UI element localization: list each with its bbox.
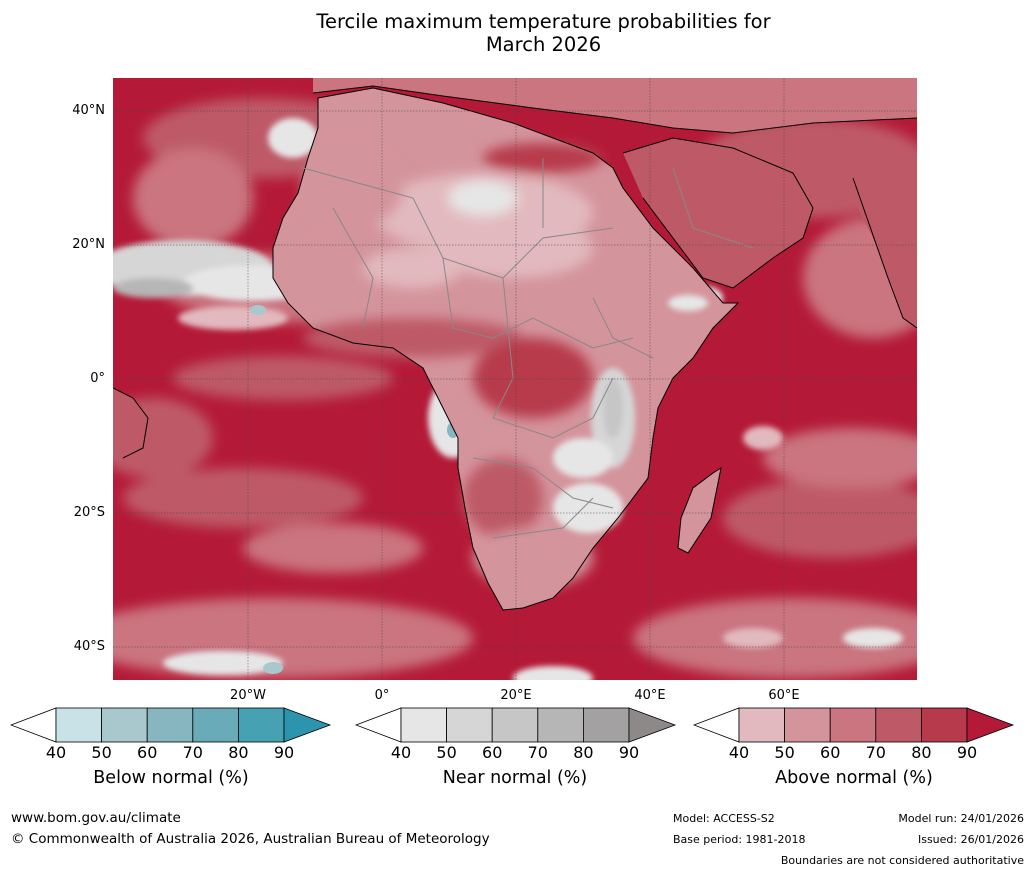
- below-extend-high: [283, 707, 332, 743]
- near-tick-80: 80: [573, 743, 594, 762]
- near-bin-4: [537, 707, 584, 743]
- india-land: [853, 158, 917, 328]
- footer-issued: Issued: 26/01/2026: [917, 833, 1024, 846]
- footer-copyright: © Commonwealth of Australia 2026, Austra…: [11, 831, 490, 847]
- below-bin-4: [192, 707, 239, 743]
- below-tick-90: 90: [273, 743, 295, 762]
- colorbar-below: [10, 706, 332, 744]
- lon-label-60e: 60°E: [768, 688, 800, 703]
- footer-model: Model: ACCESS-S2: [673, 812, 775, 825]
- above-tick-80: 80: [911, 743, 932, 762]
- lon-label-20e: 20°E: [500, 688, 532, 703]
- title-line-2: March 2026: [485, 33, 602, 56]
- above-tick-60: 60: [820, 743, 841, 762]
- below-bin-1: [55, 707, 102, 743]
- lat-label-40n: 40°N: [72, 103, 105, 118]
- footer-model-run: Model run: 24/01/2026: [898, 812, 1024, 825]
- madagascar-land: [678, 468, 721, 553]
- above-bin-5: [920, 707, 968, 743]
- near-extend-high: [628, 707, 677, 743]
- near-bin-1: [400, 707, 447, 743]
- above-tick-40: 40: [728, 743, 750, 762]
- above-bin-3: [829, 707, 877, 743]
- above-bin-4: [875, 707, 922, 743]
- below-tick-70: 70: [182, 743, 203, 762]
- lon-label-20w: 20°W: [230, 688, 266, 703]
- above-tick-90: 90: [956, 743, 978, 762]
- colorbar-above: [693, 706, 1015, 744]
- title-line-1: Tercile maximum temperature probabilitie…: [316, 10, 771, 33]
- colorbar-below-label: Below normal (%): [93, 768, 249, 788]
- lat-label-0: 0°: [90, 371, 105, 386]
- below-bin-5: [237, 707, 285, 743]
- below-bin-2: [101, 707, 148, 743]
- near-bin-2: [446, 707, 493, 743]
- footer-disclaimer: Boundaries are not considered authoritat…: [780, 854, 1024, 867]
- lat-label-20s: 20°S: [73, 505, 105, 520]
- probability-map[interactable]: [113, 78, 917, 680]
- below-bin-3: [146, 707, 194, 743]
- below-tick-80: 80: [228, 743, 249, 762]
- near-bin-3: [491, 707, 539, 743]
- arabia-land: [623, 138, 813, 288]
- footer-base-period: Base period: 1981-2018: [673, 833, 806, 846]
- below-extend-low: [10, 707, 57, 743]
- near-extend-low: [355, 707, 402, 743]
- near-tick-40: 40: [390, 743, 412, 762]
- near-bin-5: [582, 707, 630, 743]
- colorbar-near-label: Near normal (%): [442, 768, 588, 788]
- below-normal-spots: [250, 305, 459, 674]
- colorbar-above-svg: [693, 707, 1015, 743]
- colorbar-below-svg: [10, 707, 332, 743]
- lon-label-40e: 40°E: [634, 688, 666, 703]
- colorbar-near: [355, 706, 677, 744]
- above-tick-70: 70: [865, 743, 886, 762]
- above-tick-50: 50: [774, 743, 795, 762]
- above-bin-1: [738, 707, 785, 743]
- above-bin-2: [784, 707, 831, 743]
- lon-label-0: 0°: [374, 688, 390, 703]
- lat-label-20n: 20°N: [72, 237, 105, 252]
- near-tick-50: 50: [436, 743, 457, 762]
- footer-website[interactable]: www.bom.gov.au/climate: [11, 810, 181, 826]
- below-tick-50: 50: [91, 743, 112, 762]
- south-america-land: [113, 388, 148, 458]
- map-svg: [113, 78, 917, 680]
- near-tick-60: 60: [482, 743, 503, 762]
- near-tick-70: 70: [527, 743, 548, 762]
- chart-title: Tercile maximum temperature probabilitie…: [0, 10, 1035, 56]
- country-borders: [302, 158, 754, 539]
- above-extend-high: [966, 707, 1015, 743]
- coastlines: [113, 85, 917, 611]
- below-tick-60: 60: [137, 743, 158, 762]
- europe-land: [313, 78, 917, 133]
- colorbar-above-label: Above normal (%): [775, 768, 933, 788]
- above-extend-low: [693, 707, 740, 743]
- lat-label-40s: 40°S: [73, 639, 105, 654]
- below-tick-40: 40: [45, 743, 67, 762]
- sahara-fields: [303, 143, 603, 588]
- near-tick-90: 90: [618, 743, 640, 762]
- graticule: [113, 78, 917, 680]
- colorbar-near-svg: [355, 707, 677, 743]
